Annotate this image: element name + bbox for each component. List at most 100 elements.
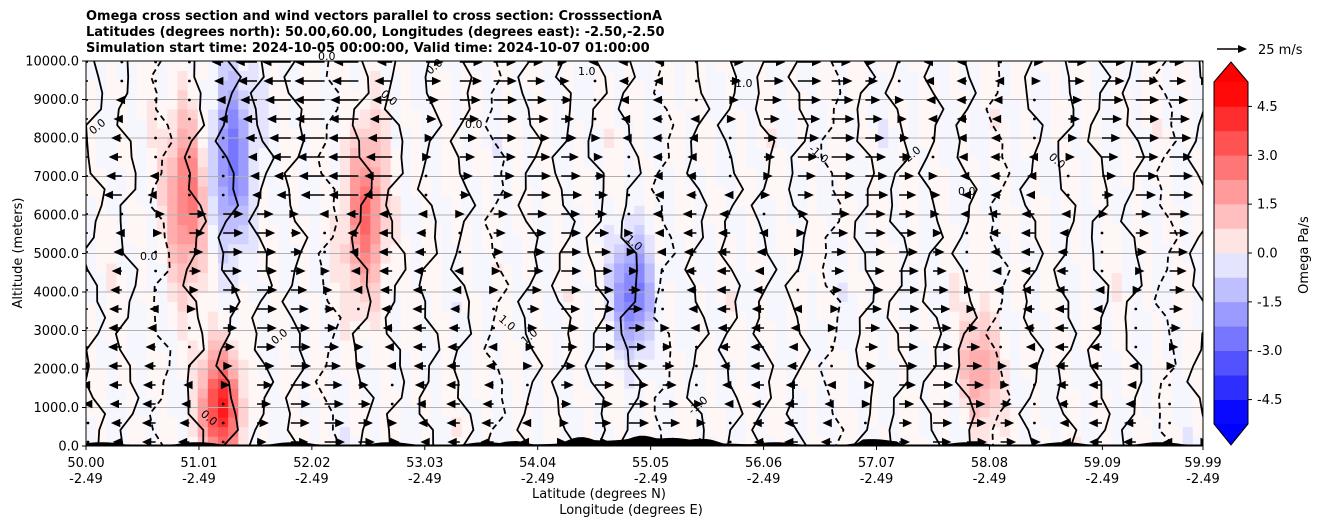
omega-cell	[847, 311, 859, 322]
omega-cell	[228, 99, 239, 110]
omega-cell	[522, 195, 534, 206]
omega-cell	[837, 282, 848, 293]
omega-cell	[999, 436, 1011, 446]
omega-cell	[370, 301, 381, 312]
omega-cell	[370, 407, 381, 418]
omega-cell	[644, 369, 656, 380]
omega-cell	[928, 426, 940, 437]
omega-cell	[207, 407, 219, 418]
omega-cell	[898, 224, 909, 235]
omega-cell	[908, 186, 920, 197]
omega-cell	[624, 70, 635, 81]
omega-cell	[197, 157, 209, 168]
wind-vector	[416, 399, 426, 409]
omega-cell	[908, 89, 920, 100]
omega-cell	[1050, 157, 1062, 168]
omega-cell	[248, 340, 260, 351]
omega-cell	[228, 388, 239, 399]
wind-vector	[628, 342, 647, 352]
omega-cell	[949, 340, 960, 351]
wind-vector	[561, 209, 581, 219]
wind-vector	[751, 399, 764, 409]
omega-cell	[898, 359, 909, 370]
omega-cell	[756, 118, 767, 129]
omega-cell	[177, 234, 188, 245]
omega-cell	[634, 369, 645, 380]
omega-cell	[867, 234, 879, 245]
omega-cell	[421, 340, 432, 351]
omega-cell	[197, 243, 209, 254]
omega-cell	[644, 224, 656, 235]
wind-vector	[561, 361, 576, 371]
omega-cell	[624, 320, 635, 331]
wind-vector	[294, 114, 325, 124]
omega-cell	[542, 243, 554, 254]
omega-cell	[1101, 253, 1112, 264]
omega-cell	[350, 157, 361, 168]
wind-vector	[108, 342, 122, 352]
omega-cell	[847, 282, 859, 293]
omega-cell	[360, 80, 371, 91]
omega-cell	[289, 70, 300, 81]
omega-cell	[817, 99, 828, 110]
omega-cell	[878, 89, 889, 100]
omega-cell	[492, 147, 503, 158]
omega-cell	[207, 234, 219, 245]
omega-cell	[248, 186, 260, 197]
omega-cell	[492, 243, 503, 254]
omega-cell	[878, 359, 889, 370]
omega-cell	[725, 195, 737, 206]
wind-vector	[628, 304, 644, 314]
omega-cell	[817, 118, 828, 129]
omega-cell	[532, 359, 544, 370]
omega-cell	[410, 205, 422, 216]
omega-cell	[573, 311, 584, 322]
omega-cell	[502, 186, 513, 197]
omega-cell	[96, 224, 107, 235]
wind-vector	[297, 152, 325, 162]
omega-cell	[634, 301, 645, 312]
omega-cell	[278, 340, 290, 351]
omega-cell	[268, 157, 280, 168]
omega-cell	[878, 80, 889, 91]
omega-cell	[157, 70, 168, 81]
omega-cell	[746, 417, 757, 428]
omega-cell	[725, 109, 737, 120]
omega-cell	[431, 272, 442, 283]
omega-cell	[1070, 215, 1082, 226]
omega-cell	[1050, 320, 1062, 331]
omega-cell	[197, 128, 209, 139]
omega-cell	[167, 70, 178, 81]
omega-cell	[908, 157, 920, 168]
omega-cell	[725, 186, 737, 197]
omega-cell	[278, 128, 290, 139]
omega-cell	[878, 349, 889, 360]
omega-cell	[1142, 388, 1153, 399]
wind-vector	[324, 323, 338, 333]
omega-cell	[421, 147, 432, 158]
omega-cell	[451, 70, 463, 81]
wind-vector	[523, 361, 533, 371]
omega-cell	[167, 147, 178, 158]
omega-cell	[441, 407, 452, 418]
omega-cell	[1050, 89, 1062, 100]
omega-cell	[928, 263, 940, 274]
omega-cell	[746, 80, 757, 91]
omega-cell	[898, 301, 909, 312]
omega-cell	[796, 340, 808, 351]
omega-cell	[136, 397, 148, 408]
omega-cell	[451, 330, 463, 341]
omega-cell	[360, 70, 371, 81]
omega-cell	[228, 80, 239, 91]
omega-cell	[106, 215, 117, 226]
omega-cell	[867, 128, 879, 139]
contour-line	[214, 61, 242, 446]
omega-cell	[441, 369, 452, 380]
omega-cell	[482, 186, 493, 197]
omega-cell	[380, 128, 392, 139]
omega-cell	[928, 61, 940, 72]
omega-cell	[867, 99, 879, 110]
omega-cell	[482, 253, 493, 264]
omega-cell	[167, 224, 178, 235]
omega-cell	[1182, 61, 1194, 72]
